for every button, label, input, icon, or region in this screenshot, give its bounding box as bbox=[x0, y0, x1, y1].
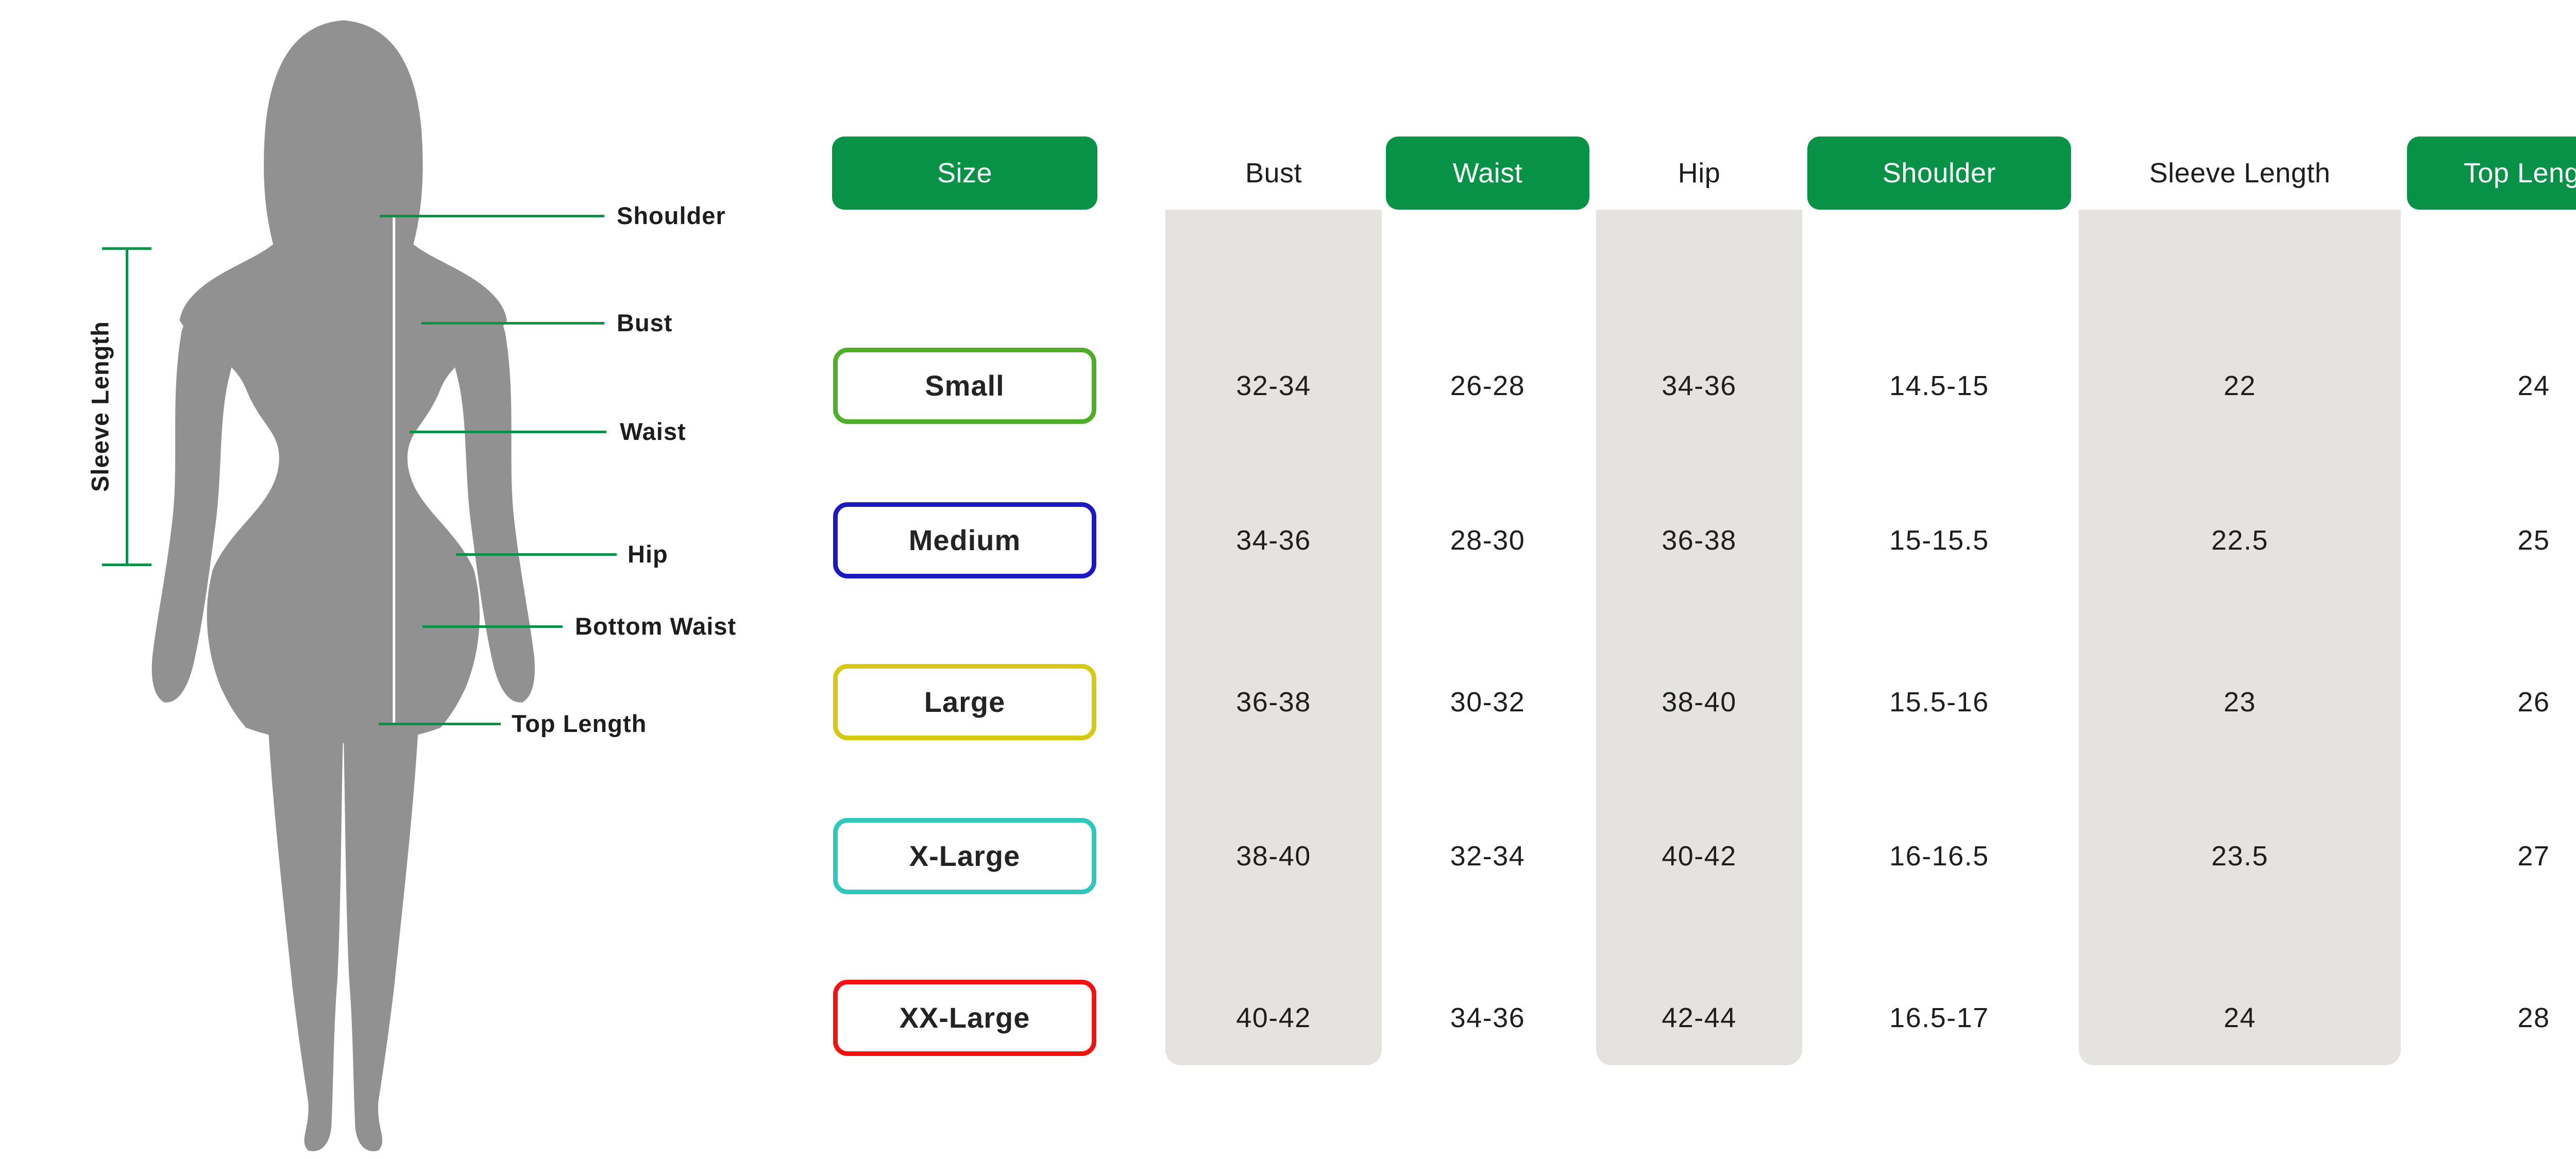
column-header-hip: Hip bbox=[1596, 137, 1802, 210]
size-button-medium[interactable]: Medium bbox=[833, 502, 1096, 578]
column-header-bust: Bust bbox=[1165, 137, 1382, 210]
cell-waist-x-large: 32-34 bbox=[1450, 841, 1526, 872]
cell-sleeve-length-medium: 22.5 bbox=[2211, 525, 2269, 556]
cell-hip-x-large: 40-42 bbox=[1662, 841, 1737, 872]
column-header-top-length: Top Length bbox=[2407, 137, 2576, 210]
column-top-length: Top Length 24 25 26 27 28 bbox=[2407, 137, 2576, 1069]
column-bust-background bbox=[1165, 210, 1382, 1065]
cell-bust-medium: 34-36 bbox=[1236, 525, 1311, 556]
hip-label: Hip bbox=[628, 540, 668, 568]
waist-line bbox=[410, 431, 606, 433]
column-size: Size Small Medium Large X-Large XX-Large bbox=[832, 137, 1097, 1069]
top-length-label: Top Length bbox=[512, 710, 647, 737]
cell-sleeve-length-x-large: 23.5 bbox=[2211, 841, 2269, 872]
top-length-line bbox=[379, 723, 501, 725]
column-header-shoulder: Shoulder bbox=[1807, 137, 2071, 210]
cell-bust-xx-large: 40-42 bbox=[1236, 1002, 1311, 1033]
cell-hip-small: 34-36 bbox=[1662, 370, 1737, 401]
cell-sleeve-length-small: 22 bbox=[2223, 370, 2257, 401]
cell-top-length-medium: 25 bbox=[2517, 525, 2550, 556]
cell-top-length-large: 26 bbox=[2517, 687, 2550, 718]
column-sleeve-length: Sleeve Length 22 22.5 23 23.5 24 bbox=[2079, 137, 2401, 1069]
shoulder-label: Shoulder bbox=[617, 202, 726, 229]
cell-bust-small: 32-34 bbox=[1236, 370, 1311, 401]
female-body-silhouette bbox=[151, 20, 535, 1151]
size-button-xx-large[interactable]: XX-Large bbox=[833, 980, 1096, 1056]
column-header-waist: Waist bbox=[1386, 137, 1589, 210]
left-arm-shape bbox=[151, 271, 262, 703]
bottom-waist-line bbox=[422, 625, 563, 628]
cell-shoulder-xx-large: 16.5-17 bbox=[1889, 1002, 1989, 1033]
column-header-size: Size bbox=[832, 137, 1097, 210]
bust-line bbox=[421, 322, 604, 325]
head-torso-dress-shape bbox=[179, 20, 507, 743]
sleeve-length-label: Sleeve Length bbox=[86, 321, 114, 492]
column-waist: Waist 26-28 28-30 30-32 32-34 34-36 bbox=[1386, 137, 1589, 1069]
cell-hip-large: 38-40 bbox=[1662, 687, 1737, 718]
cell-waist-small: 26-28 bbox=[1450, 370, 1526, 401]
waist-label: Waist bbox=[620, 418, 686, 445]
left-leg-shape bbox=[267, 708, 344, 1151]
right-leg-shape bbox=[343, 708, 419, 1151]
cell-sleeve-length-xx-large: 24 bbox=[2223, 1002, 2257, 1033]
cell-bust-x-large: 38-40 bbox=[1236, 841, 1311, 872]
cell-shoulder-small: 14.5-15 bbox=[1889, 370, 1989, 401]
column-shoulder: Shoulder 14.5-15 15-15.5 15.5-16 16-16.5… bbox=[1807, 137, 2071, 1069]
size-button-x-large[interactable]: X-Large bbox=[833, 818, 1096, 894]
cell-bust-large: 36-38 bbox=[1236, 687, 1311, 718]
cell-shoulder-large: 15.5-16 bbox=[1889, 687, 1989, 718]
cell-shoulder-x-large: 16-16.5 bbox=[1889, 841, 1989, 872]
cell-top-length-x-large: 27 bbox=[2517, 841, 2550, 872]
cell-waist-xx-large: 34-36 bbox=[1450, 1002, 1526, 1033]
cell-top-length-xx-large: 28 bbox=[2517, 1002, 2550, 1033]
cell-top-length-small: 24 bbox=[2517, 370, 2550, 401]
sleeve-bottom-tick bbox=[102, 564, 151, 566]
cell-waist-medium: 28-30 bbox=[1450, 525, 1526, 556]
column-header-sleeve-length: Sleeve Length bbox=[2079, 137, 2401, 210]
right-arm-shape bbox=[425, 271, 535, 703]
sleeve-measure-line bbox=[126, 248, 128, 565]
size-button-large[interactable]: Large bbox=[833, 664, 1096, 740]
shoulder-line bbox=[380, 215, 604, 217]
cell-waist-large: 30-32 bbox=[1450, 687, 1526, 718]
cell-sleeve-length-large: 23 bbox=[2223, 687, 2257, 718]
bottom-waist-label: Bottom Waist bbox=[575, 612, 737, 640]
cell-hip-medium: 36-38 bbox=[1662, 525, 1737, 556]
column-hip: Hip 34-36 36-38 38-40 40-42 42-44 bbox=[1596, 137, 1802, 1069]
hip-line bbox=[456, 553, 617, 556]
column-hip-background bbox=[1596, 210, 1802, 1065]
cell-hip-xx-large: 42-44 bbox=[1662, 1002, 1737, 1033]
size-button-small[interactable]: Small bbox=[833, 348, 1096, 424]
cell-shoulder-medium: 15-15.5 bbox=[1889, 525, 1989, 556]
column-bust: Bust 32-34 34-36 36-38 38-40 40-42 bbox=[1165, 137, 1382, 1069]
bust-label: Bust bbox=[617, 309, 673, 336]
column-sleeve-length-background bbox=[2079, 210, 2401, 1065]
